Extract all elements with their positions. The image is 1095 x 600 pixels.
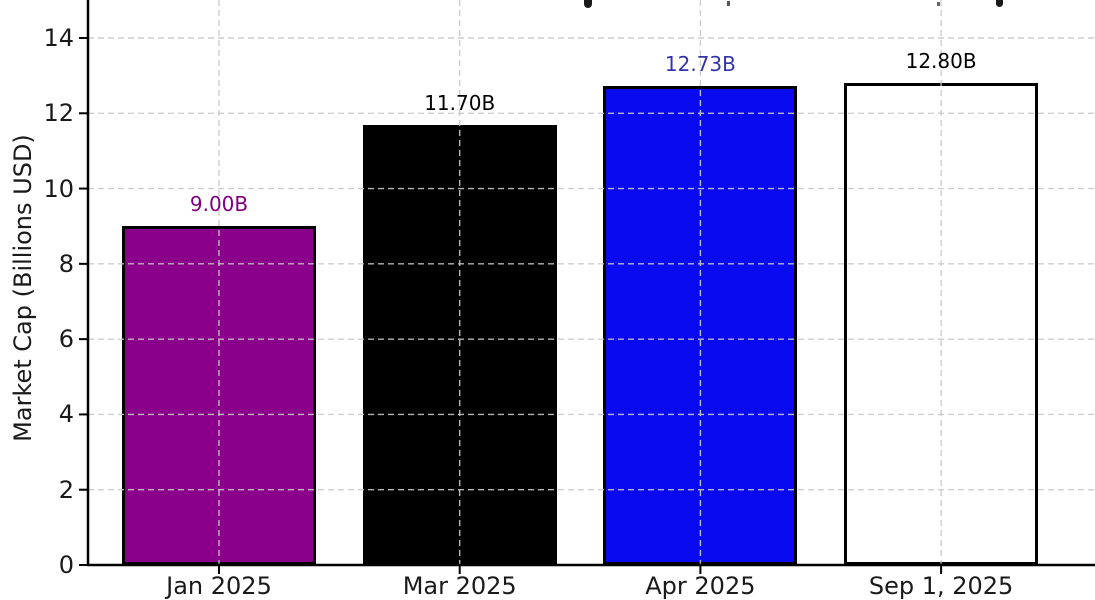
bar-value-label: 11.70B bbox=[424, 90, 496, 115]
y-tick-label: 0 bbox=[58, 551, 74, 579]
x-tick-label: Jan 2025 bbox=[166, 572, 272, 600]
cropped-title-fragment bbox=[584, 0, 592, 8]
x-tick-label: Sep 1, 2025 bbox=[868, 572, 1014, 600]
x-tick-label: Apr 2025 bbox=[645, 572, 756, 600]
y-tick-label: 4 bbox=[58, 400, 74, 429]
y-tick-label: 10 bbox=[43, 174, 74, 203]
y-tick-label: 2 bbox=[58, 475, 74, 504]
y-tick-label: 6 bbox=[58, 325, 74, 354]
bar bbox=[122, 226, 316, 565]
y-tick-label: 8 bbox=[58, 249, 74, 278]
bar bbox=[362, 124, 557, 565]
cropped-title-fragment bbox=[996, 0, 1003, 7]
bar-value-label: 9.00B bbox=[189, 192, 249, 217]
y-tick-label: 14 bbox=[43, 23, 74, 52]
bar bbox=[603, 85, 798, 565]
bar-value-label: 12.80B bbox=[905, 49, 977, 74]
y-tick-label: 12 bbox=[43, 99, 74, 128]
cropped-title-fragment bbox=[937, 2, 940, 6]
cropped-title-fragment bbox=[727, 1, 730, 6]
x-tick-label: Mar 2025 bbox=[402, 572, 517, 600]
bar bbox=[844, 83, 1039, 565]
bar-value-label: 12.73B bbox=[664, 51, 736, 76]
